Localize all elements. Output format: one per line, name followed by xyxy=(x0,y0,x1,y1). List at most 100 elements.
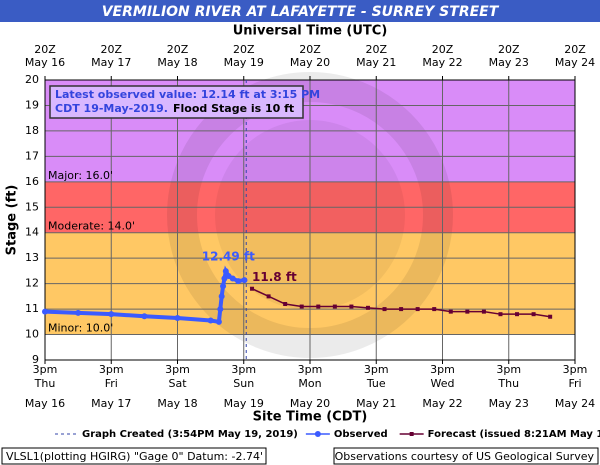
x-tick-label: 3pm xyxy=(231,363,256,376)
point xyxy=(332,304,337,309)
flood-label: Minor: 10.0' xyxy=(48,322,113,335)
point xyxy=(222,268,229,275)
x2-tick-label: 20Z xyxy=(167,43,189,56)
title-bar xyxy=(0,0,600,22)
y-tick-label: 18 xyxy=(25,124,39,137)
x2-tick-label: 20Z xyxy=(299,43,321,56)
point xyxy=(218,293,225,300)
footer-right: Observations courtesy of US Geological S… xyxy=(335,450,595,463)
legend-label: Graph Created (3:54PM May 19, 2019) xyxy=(82,429,298,440)
x-axis-label: Site Time (CDT) xyxy=(253,410,368,425)
x2-tick-label: May 17 xyxy=(91,56,131,69)
x-tick-label: Tue xyxy=(366,377,386,390)
footer-box xyxy=(1,447,267,465)
x-tick-label: Wed xyxy=(431,377,455,390)
top-axis-label: Universal Time (UTC) xyxy=(233,24,388,39)
x-tick-label: Thu xyxy=(34,377,56,390)
point xyxy=(349,304,354,309)
y-tick-label: 10 xyxy=(25,328,39,341)
x-tick-label: Mon xyxy=(298,377,321,390)
value-label: 11.8 ft xyxy=(252,270,297,284)
x-tick-label: May 23 xyxy=(489,397,529,410)
x-tick-label: 3pm xyxy=(364,363,389,376)
x-tick-label: May 21 xyxy=(356,397,396,410)
point xyxy=(415,307,420,312)
y-tick-label: 13 xyxy=(25,251,39,264)
x2-tick-label: 20Z xyxy=(564,43,586,56)
x-tick-label: Thu xyxy=(497,377,519,390)
point xyxy=(316,304,321,309)
x-tick-label: 3pm xyxy=(33,363,58,376)
x-tick-label: May 19 xyxy=(224,397,264,410)
point xyxy=(498,312,503,317)
point xyxy=(515,312,520,317)
y-tick-label: 11 xyxy=(25,302,39,315)
x2-tick-label: 20Z xyxy=(498,43,520,56)
flood-label: Moderate: 14.0' xyxy=(48,220,135,233)
x2-tick-label: 20Z xyxy=(233,43,255,56)
point xyxy=(141,313,148,320)
point xyxy=(250,286,255,291)
point xyxy=(382,307,387,312)
x-tick-label: May 16 xyxy=(25,397,65,410)
x-tick-label: 3pm xyxy=(563,363,588,376)
info-text: Flood Stage is 10 ft xyxy=(173,102,294,115)
y-tick-label: 15 xyxy=(25,200,39,213)
point xyxy=(241,277,248,284)
point xyxy=(399,307,404,312)
y-tick-label: 19 xyxy=(25,98,39,111)
footer-left: VLSL1(plotting HGIRG) "Gage 0" Datum: -2… xyxy=(6,450,263,463)
x-tick-label: 3pm xyxy=(496,363,521,376)
point xyxy=(432,307,437,312)
x2-tick-label: May 21 xyxy=(356,56,396,69)
x2-tick-label: May 19 xyxy=(224,56,264,69)
x-tick-label: 3pm xyxy=(99,363,124,376)
y-tick-label: 14 xyxy=(25,226,39,239)
point xyxy=(217,306,224,313)
point xyxy=(174,315,181,321)
x2-tick-label: May 24 xyxy=(555,56,595,69)
legend-marker xyxy=(314,431,321,437)
x-tick-label: May 20 xyxy=(290,397,330,410)
x-tick-label: 3pm xyxy=(298,363,323,376)
point xyxy=(75,309,82,316)
x2-tick-label: May 22 xyxy=(422,56,462,69)
point xyxy=(283,302,288,306)
x2-tick-label: May 20 xyxy=(290,56,330,69)
x-tick-label: Sat xyxy=(168,377,187,390)
y-tick-label: 12 xyxy=(25,277,39,290)
x2-tick-label: May 23 xyxy=(489,56,529,69)
plot-frame xyxy=(44,79,576,361)
point xyxy=(266,294,271,299)
point xyxy=(220,283,227,290)
flood-label: Major: 16.0' xyxy=(48,169,113,182)
value-label: 12.49 ft xyxy=(202,250,255,264)
x2-tick-label: 20Z xyxy=(34,43,56,56)
x-tick-label: May 17 xyxy=(91,397,131,410)
x-tick-label: Fri xyxy=(568,377,581,390)
legend-marker xyxy=(409,432,414,436)
info-text: Latest observed value: 12.14 ft at 3:15 … xyxy=(55,88,320,101)
x2-tick-label: 20Z xyxy=(100,43,122,56)
info-text: CDT 19-May-2019. xyxy=(55,102,168,115)
x2-tick-label: May 18 xyxy=(157,56,197,69)
y-tick-label: 9 xyxy=(32,353,39,366)
point xyxy=(235,278,242,285)
x2-tick-label: 20Z xyxy=(432,43,454,56)
x-tick-label: 3pm xyxy=(165,363,190,376)
point xyxy=(299,304,304,309)
x-tick-label: Fri xyxy=(105,377,118,390)
point xyxy=(448,309,453,314)
y-tick-label: 20 xyxy=(25,73,39,86)
y-axis-label: Stage (ft) xyxy=(5,185,20,256)
point xyxy=(215,318,222,325)
point xyxy=(365,305,370,310)
y-tick-label: 16 xyxy=(25,175,39,188)
legend-label: Observed xyxy=(334,429,388,440)
chart-title: VERMILION RIVER AT LAFAYETTE - SURREY ST… xyxy=(102,4,500,20)
point xyxy=(548,314,553,319)
x-tick-label: 3pm xyxy=(430,363,455,376)
x-tick-label: May 18 xyxy=(157,397,197,410)
point xyxy=(42,308,48,315)
